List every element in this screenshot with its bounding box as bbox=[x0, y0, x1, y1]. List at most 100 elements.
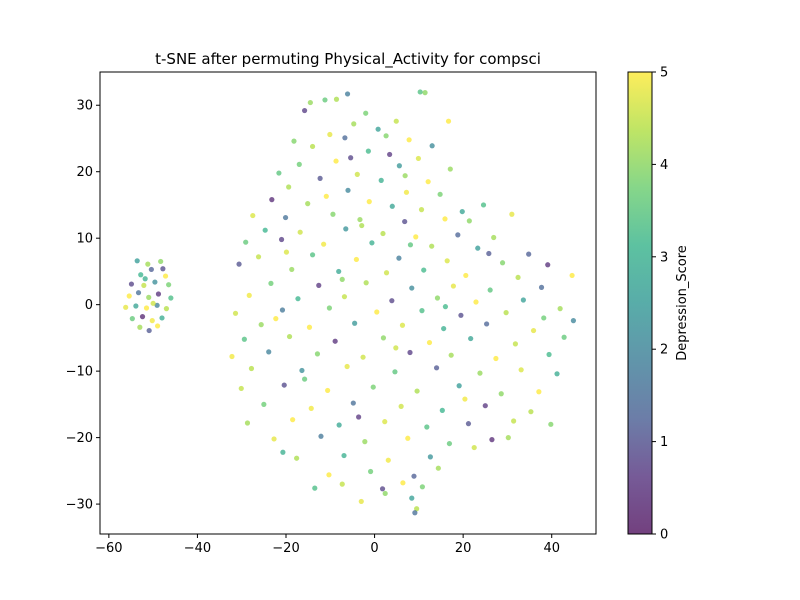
scatter-point bbox=[146, 294, 152, 300]
scatter-point bbox=[561, 334, 567, 340]
scatter-point bbox=[134, 258, 140, 264]
scatter-point bbox=[446, 440, 453, 447]
scatter-point bbox=[554, 371, 560, 377]
scatter-point bbox=[352, 320, 358, 326]
scatter-point bbox=[299, 367, 305, 374]
scatter-point bbox=[146, 327, 152, 334]
scatter-point bbox=[511, 418, 517, 424]
scatter-point bbox=[442, 216, 448, 222]
scatter-point bbox=[163, 306, 170, 312]
scatter-point bbox=[427, 454, 433, 460]
scatter-point bbox=[330, 211, 336, 217]
scatter-point bbox=[499, 260, 506, 266]
scatter-point bbox=[236, 261, 242, 267]
scatter-point bbox=[269, 197, 275, 203]
plot-frame bbox=[99, 71, 597, 535]
scatter-point bbox=[358, 498, 364, 505]
scatter-point bbox=[291, 138, 297, 144]
scatter-point bbox=[305, 201, 311, 207]
scatter-point bbox=[433, 365, 440, 371]
scatter-point bbox=[232, 310, 239, 316]
scatter-point bbox=[426, 339, 433, 346]
scatter-point bbox=[327, 131, 333, 138]
scatter-point bbox=[333, 158, 339, 164]
scatter-point bbox=[369, 240, 375, 246]
scatter-point bbox=[262, 227, 268, 233]
scatter-point bbox=[321, 241, 327, 247]
scatter-point bbox=[344, 363, 350, 370]
scatter-point bbox=[389, 298, 395, 304]
scatter-point bbox=[296, 161, 302, 167]
scatter-point bbox=[357, 216, 363, 223]
scatter-point bbox=[135, 290, 142, 296]
scatter-point bbox=[309, 252, 316, 258]
scatter-point bbox=[129, 316, 135, 322]
scatter-point bbox=[367, 468, 374, 475]
scatter-point bbox=[336, 268, 342, 275]
scatter-point bbox=[491, 234, 497, 241]
scatter-point bbox=[455, 232, 461, 238]
scatter-point bbox=[398, 403, 404, 409]
colorbar-tick-label: 1 bbox=[660, 435, 668, 450]
scatter-point bbox=[493, 355, 499, 362]
scatter-point bbox=[463, 272, 469, 279]
scatter-point bbox=[271, 436, 277, 442]
colorbar-frame bbox=[627, 71, 653, 535]
scatter-point bbox=[322, 97, 328, 103]
scatter-point bbox=[268, 280, 274, 286]
scatter-point bbox=[484, 321, 490, 327]
scatter-point bbox=[276, 170, 282, 176]
colorbar-tick-label: 5 bbox=[660, 66, 668, 81]
scatter-point bbox=[302, 376, 308, 382]
y-tick-label: 30 bbox=[76, 99, 93, 114]
scatter-point bbox=[123, 304, 129, 310]
colorbar-tick-label: 4 bbox=[660, 158, 668, 173]
scatter-point bbox=[447, 166, 453, 172]
scatter-point bbox=[141, 282, 147, 288]
scatter-point bbox=[505, 435, 511, 441]
scatter-point bbox=[425, 179, 431, 185]
scatter-point bbox=[418, 207, 425, 213]
scatter-point bbox=[403, 189, 410, 195]
scatter-point bbox=[273, 316, 279, 322]
scatter-point bbox=[360, 354, 366, 360]
scatter-point bbox=[145, 261, 151, 267]
scatter-point bbox=[392, 369, 398, 375]
scatter-point bbox=[353, 256, 360, 263]
y-tick-label: −20 bbox=[66, 431, 93, 446]
scatter-point bbox=[139, 314, 146, 320]
scatter-point bbox=[348, 155, 354, 161]
colorbar-label: Depression_Score bbox=[675, 245, 690, 361]
scatter-point bbox=[439, 407, 445, 413]
scatter-point bbox=[250, 212, 256, 219]
scatter-point bbox=[142, 276, 148, 282]
scatter-point bbox=[456, 383, 462, 389]
scatter-point bbox=[473, 299, 479, 305]
y-tick-label: −30 bbox=[66, 498, 93, 513]
scatter-point bbox=[396, 255, 402, 261]
scatter-point bbox=[148, 266, 154, 273]
scatter-point bbox=[541, 315, 547, 321]
scatter-point bbox=[450, 283, 456, 289]
scatter-point bbox=[538, 284, 545, 290]
scatter-point bbox=[314, 351, 321, 357]
scatter-point bbox=[520, 297, 526, 303]
scatter-point bbox=[518, 367, 524, 373]
scatter-point bbox=[417, 89, 423, 95]
scatter-point bbox=[317, 175, 323, 181]
scatter-point bbox=[530, 327, 537, 334]
scatter-point bbox=[282, 214, 289, 221]
scatter-point bbox=[382, 419, 388, 425]
scatter-point bbox=[396, 163, 402, 169]
scatter-point bbox=[489, 437, 495, 443]
scatter-point bbox=[281, 382, 287, 388]
scatter-point bbox=[383, 270, 390, 276]
scatter-point bbox=[341, 294, 348, 300]
scatter-point bbox=[336, 422, 342, 428]
scatter-point bbox=[359, 222, 365, 229]
scatter-point bbox=[415, 155, 422, 162]
scatter-point bbox=[312, 485, 318, 491]
colorbar-tick-label: 2 bbox=[660, 343, 668, 358]
y-axis-ticks: −30 −20 −10 0 10 20 30 bbox=[66, 99, 100, 513]
scatter-point bbox=[155, 291, 162, 297]
